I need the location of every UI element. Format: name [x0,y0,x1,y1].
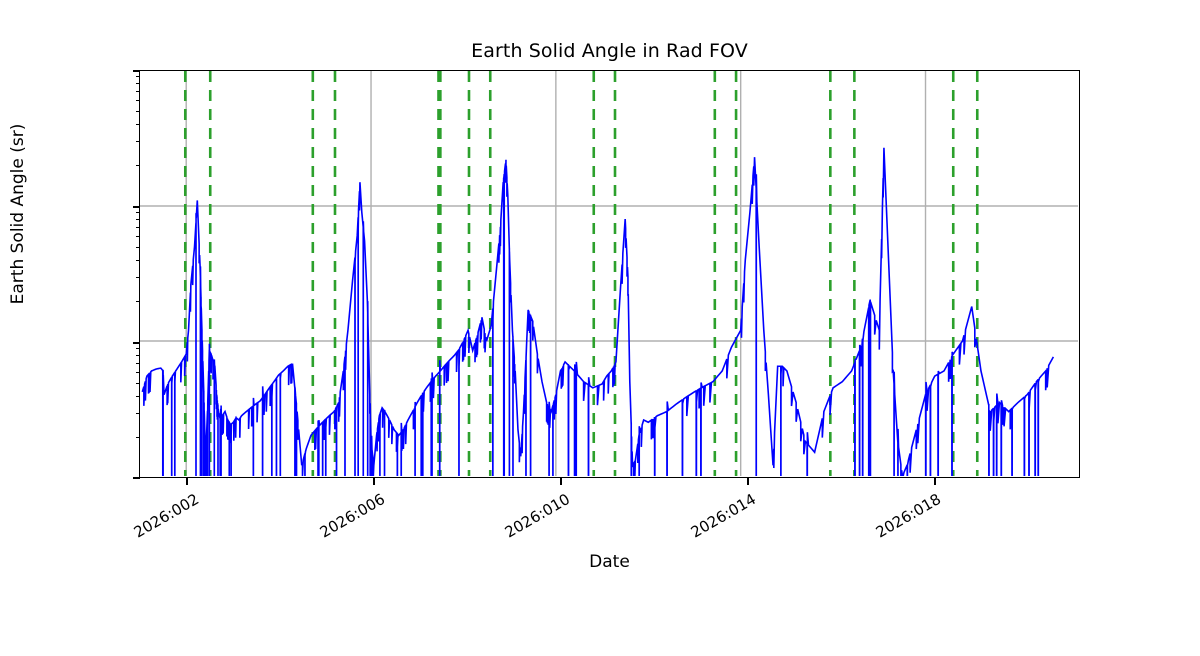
y-tick-minor [135,382,140,385]
plot-area [139,70,1080,478]
y-tick-minor [135,301,140,303]
y-tick-minor [135,124,140,126]
y-tick-minor [135,76,140,78]
x-tick-major [934,478,936,485]
y-tick-minor [135,83,140,85]
y-tick-minor [135,363,140,365]
y-tick-major [133,342,140,344]
y-tick-minor [135,236,140,238]
y-tick-minor [135,165,140,167]
y-tick-minor [135,413,140,415]
gridlines [140,71,1078,476]
y-tick-minor [135,277,140,279]
x-tick-major [560,478,562,485]
y-tick-minor [135,372,140,374]
x-axis-label: Date [589,552,630,572]
chart-title: Earth Solid Angle in Rad FOV [471,40,748,62]
y-tick-major [133,70,140,72]
x-tick-major [747,478,749,485]
y-tick-minor [135,212,140,214]
y-tick-minor [135,219,140,221]
y-tick-minor [135,227,140,229]
y-tick-minor [135,246,140,249]
plot-canvas [140,71,1078,476]
y-tick-minor [135,91,140,93]
y-tick-minor [135,396,140,398]
x-tick-major [373,478,375,485]
y-tick-minor [135,100,140,102]
y-tick-major [133,206,140,208]
event-marker-lines [183,71,979,476]
y-tick-minor [135,110,140,113]
data-series-line [141,147,1055,476]
y-tick-major [133,477,140,479]
y-tick-minor [135,141,140,143]
y-tick-minor [135,348,140,350]
chart-figure: Earth Solid Angle in Rad FOV Earth Solid… [8,40,1080,572]
x-tick-label: 2026:002 [131,490,203,542]
y-tick-minor [135,437,140,439]
x-tick-major [186,478,188,485]
y-axis-label: Earth Solid Angle (sr) [8,123,28,305]
y-tick-minor [135,355,140,357]
y-tick-minor [135,260,140,262]
